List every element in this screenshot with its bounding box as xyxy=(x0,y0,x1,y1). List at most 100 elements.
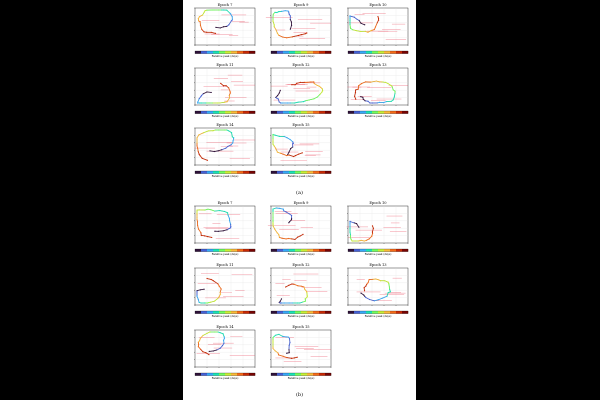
colorbar-segment xyxy=(195,311,202,314)
trajectory-point xyxy=(291,84,293,86)
trajectory-segment xyxy=(296,81,301,84)
trajectory-point xyxy=(211,236,213,239)
colorbar-segment xyxy=(271,171,278,174)
colorbar-segment xyxy=(325,51,332,54)
axes-frame xyxy=(270,67,332,106)
colorbar-segment xyxy=(283,249,290,252)
trajectory-segment xyxy=(223,229,228,232)
panel-svg: Epoch 11 Relative peak (days) xyxy=(194,263,256,318)
colorbar-segment xyxy=(396,249,403,252)
trajectory-segment xyxy=(219,210,225,212)
colorbar-label: Relative peak (days) xyxy=(288,376,315,380)
colorbar-segment xyxy=(225,249,232,252)
colorbar xyxy=(347,50,409,54)
colorbar-frame xyxy=(347,310,409,314)
colorbar-segment xyxy=(225,51,232,54)
colorbar-segment xyxy=(195,171,202,174)
trajectory-segment xyxy=(272,21,275,25)
colorbar-frame xyxy=(347,50,409,54)
colorbar-segment xyxy=(243,171,250,174)
trajectory-segment xyxy=(210,300,215,303)
trajectory-segment xyxy=(361,81,366,85)
colorbar-segment xyxy=(378,249,385,252)
trajectory-segment xyxy=(286,357,292,359)
epoch-panel: Epoch 14 Relative peak (days) xyxy=(187,122,259,186)
panel-svg: Epoch 7 Relative peak (days) xyxy=(194,3,256,58)
colorbar-frame xyxy=(194,310,256,314)
trajectory-segment xyxy=(313,96,318,100)
colorbar-segment xyxy=(243,373,250,376)
colorbar-segment xyxy=(301,311,308,314)
colorbar-segment xyxy=(360,111,367,114)
trajectory-segment xyxy=(282,153,287,156)
trajectory-point xyxy=(355,98,357,100)
trajectory-segment xyxy=(384,280,389,283)
trajectory-segment xyxy=(289,139,294,143)
colorbar-segment xyxy=(301,171,308,174)
panel-svg: Epoch 10 Relative peak (days) xyxy=(346,201,409,256)
colorbar xyxy=(347,110,409,114)
colorbar-segment xyxy=(313,111,320,114)
colorbar-segment xyxy=(271,51,278,54)
colorbar-label: Relative peak (days) xyxy=(288,54,315,58)
colorbar-segment xyxy=(237,311,244,314)
colorbar-segment xyxy=(402,51,409,54)
colorbar-segment xyxy=(390,249,397,252)
colorbar-segment xyxy=(219,51,226,54)
trajectory-segment xyxy=(356,30,361,32)
colorbar-segment xyxy=(277,311,284,314)
colorbar-segment xyxy=(271,249,278,252)
trajectory-point xyxy=(301,152,303,154)
colorbar-segment xyxy=(348,111,355,114)
colorbar-frame xyxy=(270,310,332,314)
trajectory-segment xyxy=(214,150,219,152)
trajectory-segment xyxy=(298,101,304,103)
trajectory-segment xyxy=(202,91,208,95)
trajectory-segment xyxy=(294,101,299,104)
colorbar-frame xyxy=(194,248,256,252)
trajectory-segment xyxy=(365,238,370,241)
trajectory-segment xyxy=(229,220,232,225)
trajectory-segment xyxy=(219,101,225,104)
panel-svg: Epoch 14 Relative peak (days) xyxy=(194,123,256,178)
colorbar-segment xyxy=(249,51,256,54)
colorbar-segment xyxy=(237,111,244,114)
trajectory-point xyxy=(206,277,208,280)
colorbar-segment xyxy=(325,111,332,114)
colorbar-segment xyxy=(301,249,308,252)
colorbar-segment xyxy=(384,111,391,114)
trajectory-segment xyxy=(293,283,299,287)
colorbar-segment xyxy=(277,111,284,114)
panel-title: Epoch 7 xyxy=(218,201,234,205)
panel-svg: Epoch 14 Relative peak (days) xyxy=(194,325,256,380)
colorbar-label: Relative peak (days) xyxy=(212,114,239,118)
trajectory-segment xyxy=(198,228,202,233)
colorbar-segment xyxy=(207,249,214,252)
epoch-panel: Epoch 11 Relative peak (days) xyxy=(187,62,259,126)
colorbar-segment xyxy=(219,311,226,314)
trajectory-segment xyxy=(281,10,286,12)
colorbar-segment xyxy=(231,249,238,252)
colorbar-label: Relative peak (days) xyxy=(288,114,315,118)
colorbar-segment xyxy=(213,51,220,54)
colorbar-label: Relative peak (days) xyxy=(212,376,239,380)
axes-frame xyxy=(194,67,256,106)
panel-title: Epoch 15 xyxy=(292,123,310,127)
colorbar-segment xyxy=(289,373,296,376)
colorbar-label: Relative peak (days) xyxy=(365,114,392,118)
axes-frame xyxy=(270,127,332,166)
colorbar-segment xyxy=(243,311,250,314)
colorbar-segment xyxy=(243,51,250,54)
figure-page: Epoch 7 Relative peak (days) Epoch 9 Relati… xyxy=(183,0,416,400)
colorbar-segment xyxy=(289,111,296,114)
colorbar-frame xyxy=(270,50,332,54)
trajectory-segment xyxy=(221,147,226,151)
colorbar-segment xyxy=(201,51,208,54)
colorbar-label: Relative peak (days) xyxy=(212,54,239,58)
colorbar-segment xyxy=(384,51,391,54)
trajectory-segment xyxy=(215,26,221,29)
colorbar-segment xyxy=(249,111,256,114)
trajectory-segment xyxy=(350,221,355,224)
trajectory-segment xyxy=(282,36,287,39)
epoch-panel: Epoch 13 Relative peak (days) xyxy=(340,262,412,326)
